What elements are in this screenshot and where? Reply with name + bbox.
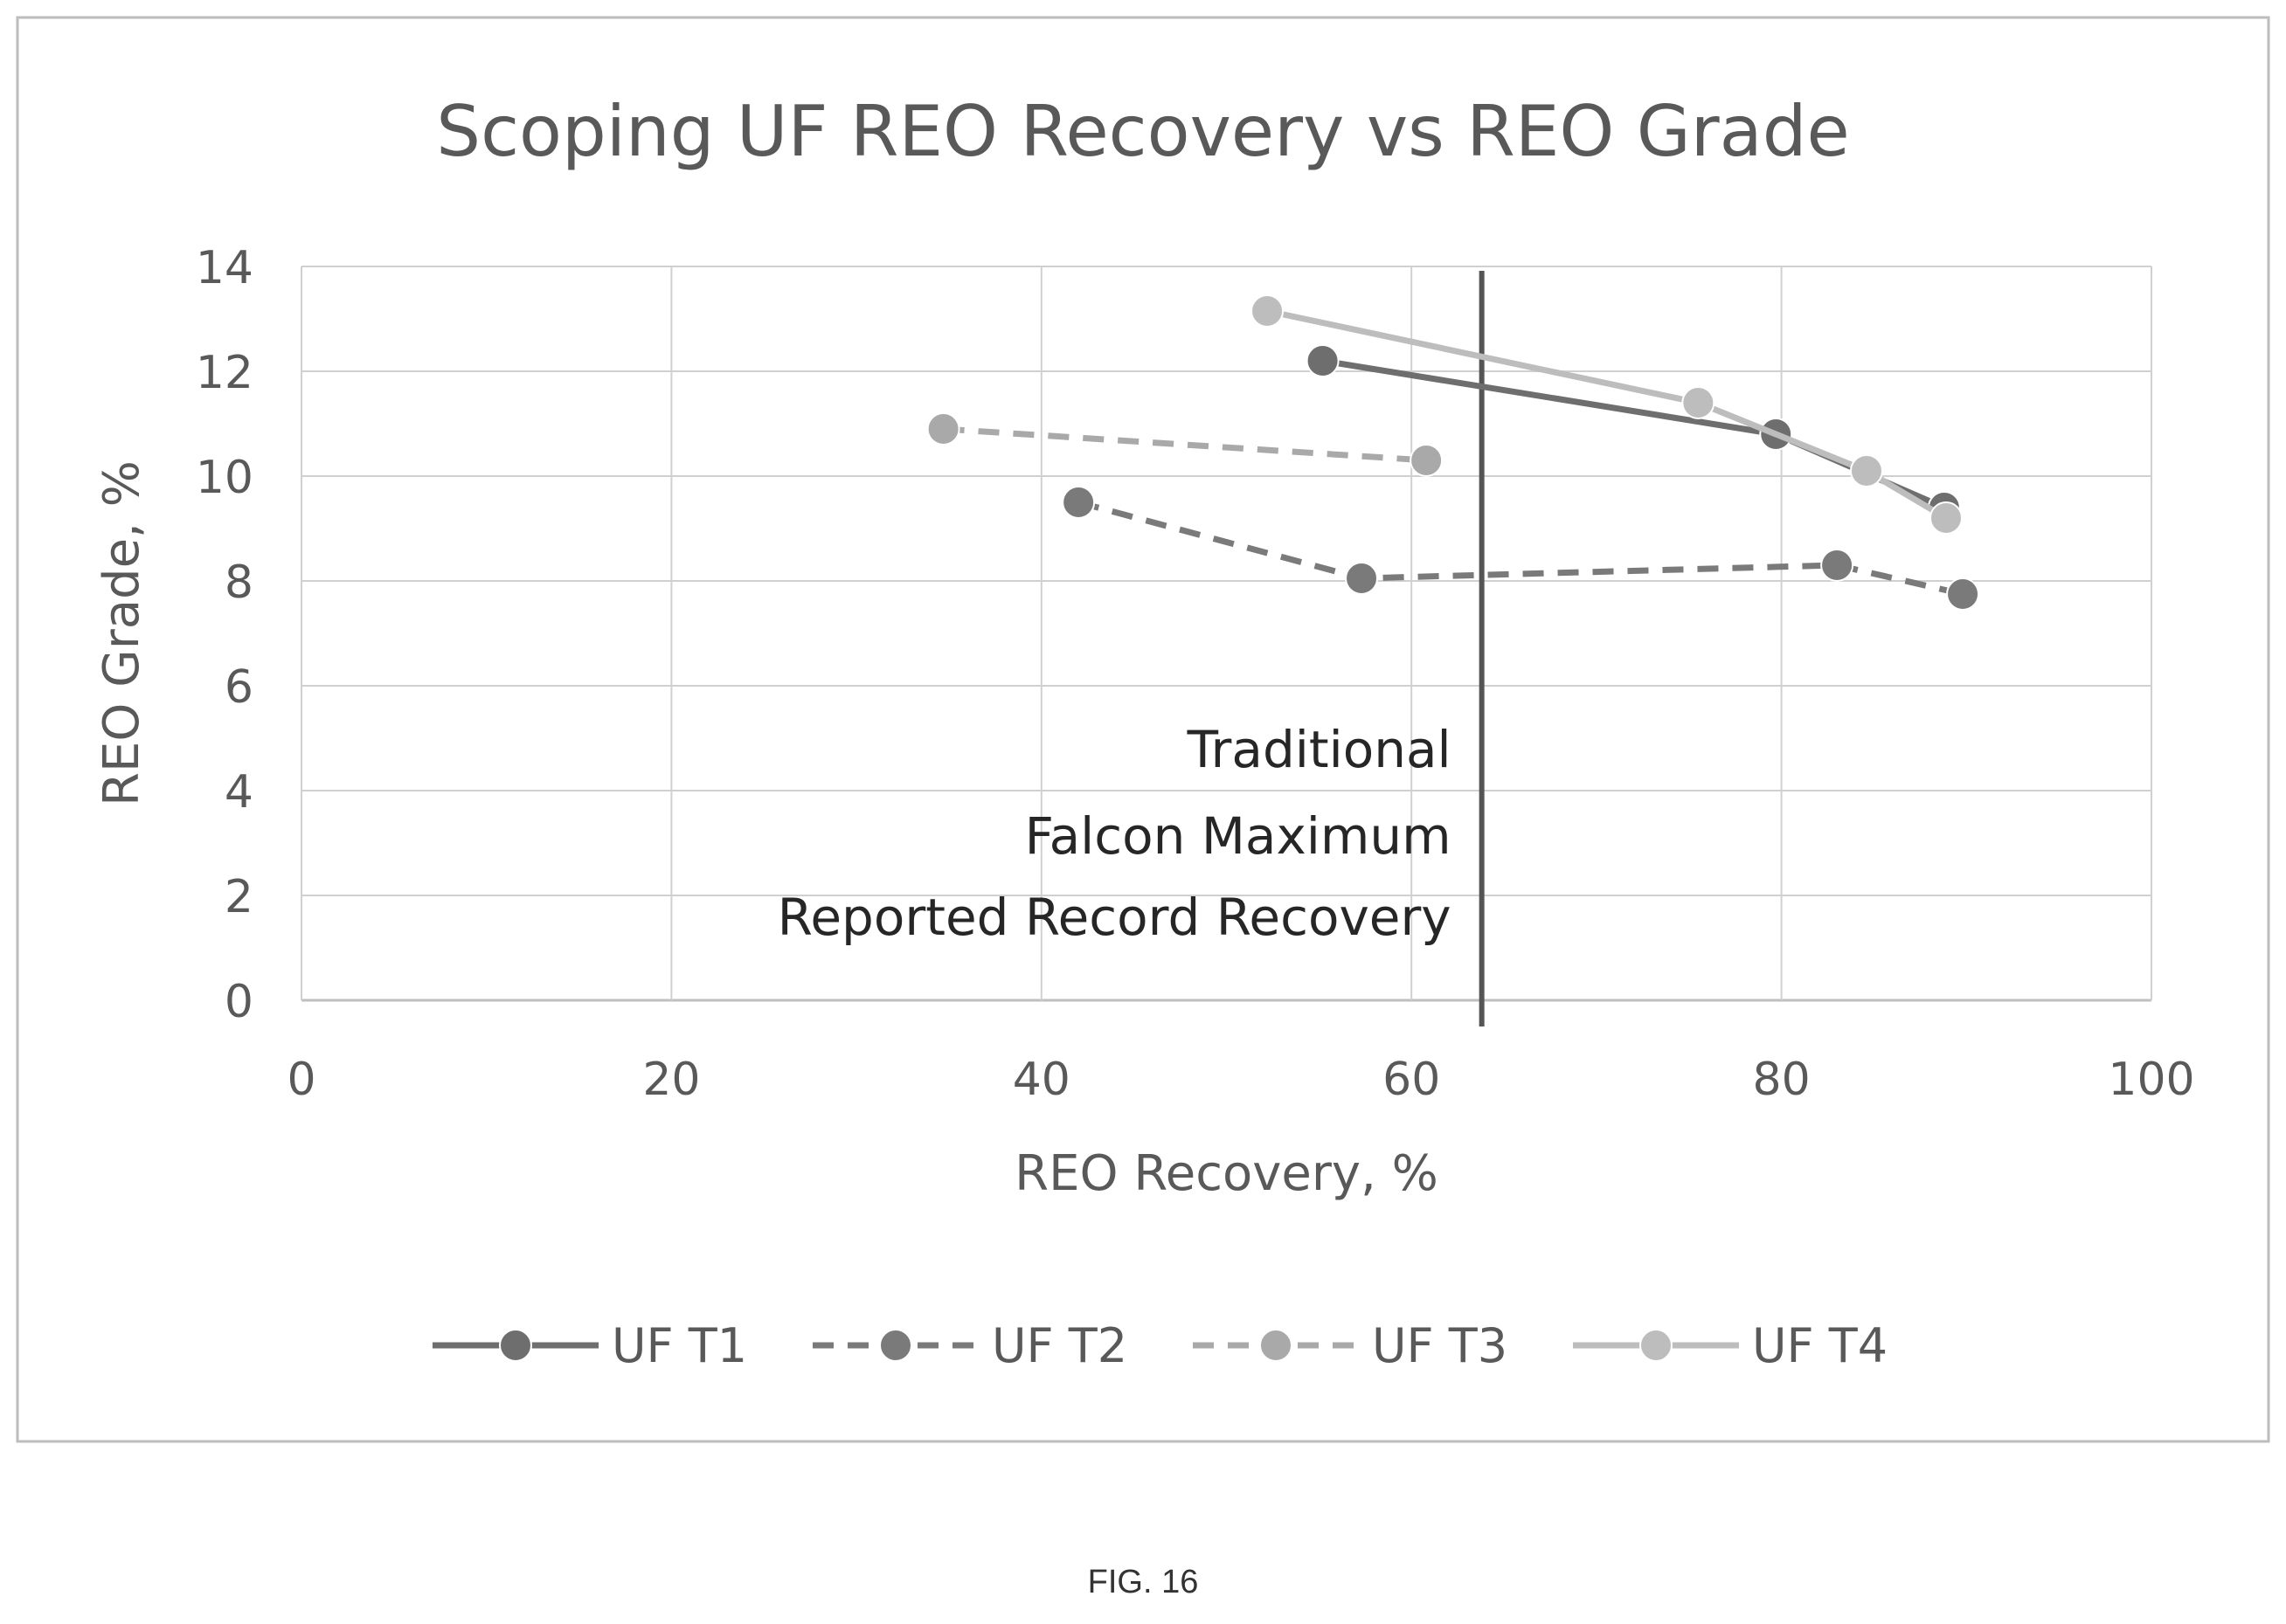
legend-marker-uf-t3 xyxy=(1259,1329,1292,1362)
x-tick-label: 0 xyxy=(287,1054,315,1106)
y-tick-label: 4 xyxy=(225,766,253,819)
y-tick-label: 6 xyxy=(225,661,253,714)
legend: UF T1 UF T2 UF T3 UF T4 xyxy=(433,1318,1888,1373)
data-point-uf-t1 xyxy=(1306,344,1340,377)
legend-label-uf-t4: UF T4 xyxy=(1752,1318,1888,1373)
legend-marker-uf-t2 xyxy=(879,1329,912,1362)
chart-title: Scoping UF REO Recovery vs REO Grade xyxy=(436,91,1849,172)
data-point-uf-t2 xyxy=(1062,486,1096,519)
legend-item-uf-t3: UF T3 xyxy=(1193,1318,1507,1373)
data-point-uf-t4 xyxy=(1929,501,1964,535)
data-point-uf-t2 xyxy=(1946,577,1980,611)
y-tick-label: 2 xyxy=(225,871,253,923)
series-line-uf-t4 xyxy=(1264,308,1950,522)
x-tick-label: 40 xyxy=(1013,1054,1070,1106)
figure-label: FIG. 16 xyxy=(1087,1564,1199,1600)
x-tick-label: 60 xyxy=(1382,1054,1440,1106)
y-axis-label: REO Grade, % xyxy=(94,460,150,806)
series-uf-t3 xyxy=(926,412,1444,477)
data-point-uf-t3 xyxy=(1410,444,1444,477)
data-point-uf-t4 xyxy=(1849,454,1883,487)
data-point-uf-t4 xyxy=(1250,294,1285,328)
legend-marker-uf-t1 xyxy=(499,1329,532,1362)
x-tick-label: 80 xyxy=(1753,1054,1811,1106)
series-group xyxy=(926,294,1980,611)
series-line-uf-t3 xyxy=(943,425,1427,464)
y-tick-label: 10 xyxy=(196,452,253,504)
annotation-line-traditional: Traditional xyxy=(1187,720,1451,779)
annotation-line-reported-record-recovery: Reported Record Recovery xyxy=(778,888,1451,947)
x-tick-label: 100 xyxy=(2108,1054,2194,1106)
y-tick-label: 0 xyxy=(225,976,253,1028)
chart-frame xyxy=(16,16,2270,1443)
grid-lines xyxy=(301,266,2152,1002)
series-line-uf-t2 xyxy=(1077,499,1964,598)
x-axis-ticks: 0 20 40 60 80 100 xyxy=(287,1054,2194,1106)
legend-label-uf-t1: UF T1 xyxy=(612,1318,747,1373)
series-uf-t4 xyxy=(1250,294,1964,535)
legend-item-uf-t1: UF T1 xyxy=(433,1318,747,1373)
reference-annotation: Traditional Falcon Maximum Reported Reco… xyxy=(778,720,1451,947)
y-axis-ticks: 0 2 4 6 8 10 12 14 xyxy=(196,242,253,1028)
data-point-uf-t3 xyxy=(926,412,960,446)
legend-label-uf-t3: UF T3 xyxy=(1372,1318,1507,1373)
legend-marker-uf-t4 xyxy=(1639,1329,1673,1362)
series-uf-t2 xyxy=(1062,486,1980,611)
legend-item-uf-t4: UF T4 xyxy=(1573,1318,1888,1373)
x-tick-label: 20 xyxy=(642,1054,700,1106)
data-point-uf-t2 xyxy=(1345,562,1379,595)
data-point-uf-t2 xyxy=(1820,549,1854,582)
annotation-line-falcon-maximum: Falcon Maximum xyxy=(1025,806,1451,866)
y-tick-label: 8 xyxy=(225,556,253,609)
y-tick-label: 12 xyxy=(196,347,253,399)
data-point-uf-t4 xyxy=(1681,386,1715,419)
legend-label-uf-t2: UF T2 xyxy=(992,1318,1127,1373)
legend-item-uf-t2: UF T2 xyxy=(813,1318,1127,1373)
x-axis-label: REO Recovery, % xyxy=(1015,1145,1438,1202)
y-tick-label: 14 xyxy=(196,242,253,294)
